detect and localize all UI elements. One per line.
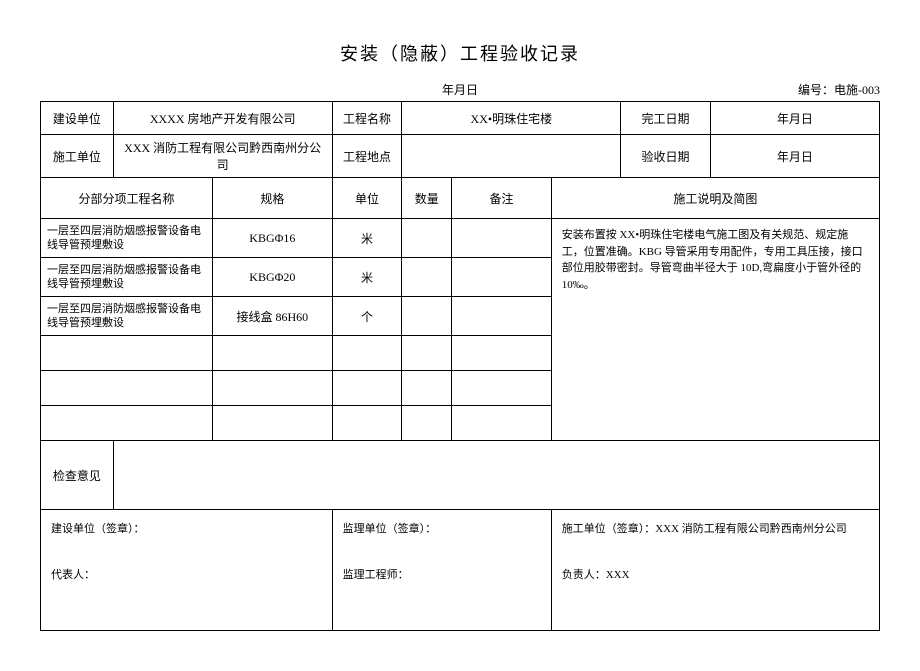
sig-build-rep: 代表人： xyxy=(51,566,322,582)
item-unit-1: 米 xyxy=(332,258,402,297)
empty-cell xyxy=(452,371,552,406)
item-name-0: 一层至四层消防烟感报警设备电线导管预埋敷设 xyxy=(41,219,213,258)
empty-cell xyxy=(332,336,402,371)
value-project-loc xyxy=(402,135,621,178)
sig-supervise-cell: 监理单位（签章）： 监理工程师： xyxy=(332,510,551,631)
sig-supervise-label: 监理单位（签章）： xyxy=(343,520,541,536)
header-item-name: 分部分项工程名称 xyxy=(41,178,213,219)
value-construct-unit: XXX 消防工程有限公司黔西南州分公司 xyxy=(113,135,332,178)
empty-cell xyxy=(213,371,333,406)
value-project-name: XX•明珠住宅楼 xyxy=(402,102,621,135)
empty-cell xyxy=(213,406,333,441)
empty-cell xyxy=(41,406,213,441)
value-build-unit: XXXX 房地产开发有限公司 xyxy=(113,102,332,135)
check-content xyxy=(113,441,879,510)
header-remark: 备注 xyxy=(452,178,552,219)
sig-construct-label: 施工单位（签章）：XXX 消防工程有限公司黔西南州分公司 xyxy=(562,520,869,536)
sig-construct-cell: 施工单位（签章）：XXX 消防工程有限公司黔西南州分公司 负责人：XXX xyxy=(551,510,879,631)
empty-cell xyxy=(332,406,402,441)
label-project-name: 工程名称 xyxy=(332,102,402,135)
header-qty: 数量 xyxy=(402,178,452,219)
label-project-loc: 工程地点 xyxy=(332,135,402,178)
empty-cell xyxy=(41,336,213,371)
item-spec-2: 接线盒 86H60 xyxy=(213,297,333,336)
item-remark-1 xyxy=(452,258,552,297)
empty-cell xyxy=(213,336,333,371)
meta-date: 年月日 xyxy=(442,81,478,98)
page-title: 安装（隐蔽）工程验收记录 xyxy=(40,40,880,66)
label-finish-date: 完工日期 xyxy=(621,102,711,135)
label-construct-unit: 施工单位 xyxy=(41,135,114,178)
sig-construct-rep: 负责人：XXX xyxy=(562,566,869,582)
empty-cell xyxy=(452,406,552,441)
item-name-2: 一层至四层消防烟感报警设备电线导管预埋敷设 xyxy=(41,297,213,336)
item-qty-0 xyxy=(402,219,452,258)
item-spec-1: KBGΦ20 xyxy=(213,258,333,297)
item-qty-1 xyxy=(402,258,452,297)
meta-docno: 编号：电施-003 xyxy=(798,81,880,98)
sig-supervise-eng: 监理工程师： xyxy=(343,566,541,582)
empty-cell xyxy=(402,336,452,371)
item-unit-2: 个 xyxy=(332,297,402,336)
item-remark-2 xyxy=(452,297,552,336)
empty-cell xyxy=(402,371,452,406)
item-name-1: 一层至四层消防烟感报警设备电线导管预埋敷设 xyxy=(41,258,213,297)
empty-cell xyxy=(402,406,452,441)
value-finish-date: 年月日 xyxy=(710,102,879,135)
main-table: 建设单位 XXXX 房地产开发有限公司 工程名称 XX•明珠住宅楼 完工日期 年… xyxy=(40,101,880,631)
item-remark-0 xyxy=(452,219,552,258)
empty-cell xyxy=(452,336,552,371)
value-accept-date: 年月日 xyxy=(710,135,879,178)
sig-build-cell: 建设单位（签章）： 代表人： xyxy=(41,510,333,631)
check-label: 检查意见 xyxy=(41,441,114,510)
item-unit-0: 米 xyxy=(332,219,402,258)
item-qty-2 xyxy=(402,297,452,336)
sig-build-label: 建设单位（签章）： xyxy=(51,520,322,536)
header-unit: 单位 xyxy=(332,178,402,219)
description-cell: 安装布置按 XX•明珠住宅楼电气施工图及有关规范、规定施工，位置准确。KBG 导… xyxy=(551,219,879,441)
header-spec: 规格 xyxy=(213,178,333,219)
empty-cell xyxy=(332,371,402,406)
item-spec-0: KBGΦ16 xyxy=(213,219,333,258)
empty-cell xyxy=(41,371,213,406)
label-accept-date: 验收日期 xyxy=(621,135,711,178)
label-build-unit: 建设单位 xyxy=(41,102,114,135)
header-desc: 施工说明及简图 xyxy=(551,178,879,219)
